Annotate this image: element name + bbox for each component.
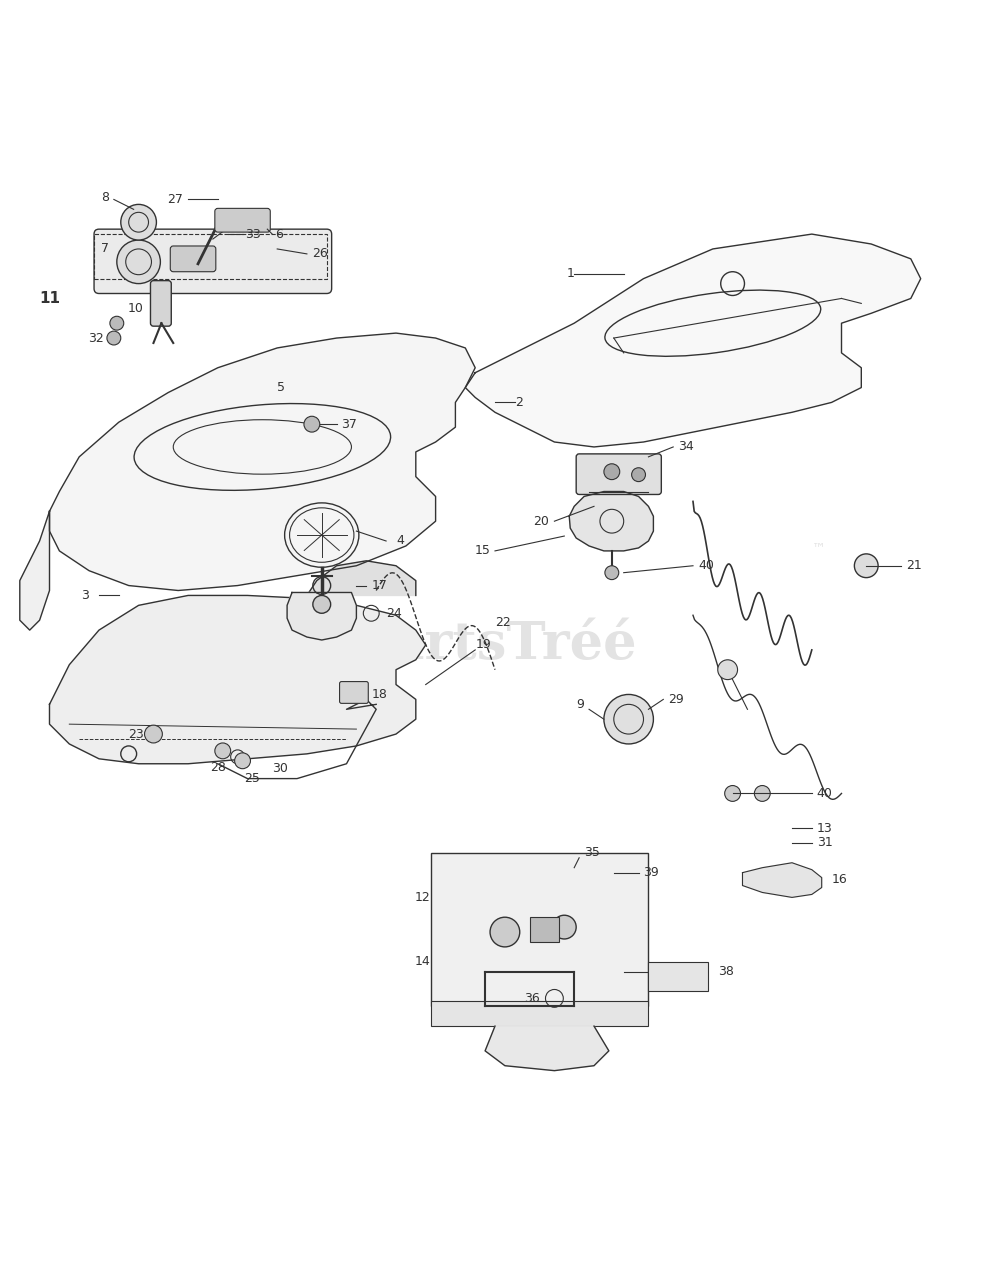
Circle shape — [632, 467, 645, 481]
Polygon shape — [465, 234, 921, 447]
Circle shape — [313, 595, 331, 613]
Circle shape — [215, 742, 231, 759]
Text: 22: 22 — [495, 616, 511, 628]
Text: 32: 32 — [88, 332, 104, 344]
Circle shape — [490, 918, 520, 947]
Text: 36: 36 — [524, 992, 540, 1005]
Text: 28: 28 — [210, 760, 226, 774]
Text: 8: 8 — [101, 191, 109, 204]
Text: 20: 20 — [534, 515, 549, 527]
FancyBboxPatch shape — [94, 229, 332, 293]
Text: 40: 40 — [698, 559, 714, 572]
Circle shape — [107, 332, 121, 346]
FancyBboxPatch shape — [170, 246, 216, 271]
Circle shape — [605, 566, 619, 580]
Text: 10: 10 — [128, 302, 144, 315]
Text: 5: 5 — [277, 381, 285, 394]
Text: 31: 31 — [817, 836, 833, 850]
FancyBboxPatch shape — [530, 918, 559, 942]
Text: 15: 15 — [474, 544, 490, 557]
Circle shape — [235, 753, 250, 769]
Text: 24: 24 — [386, 607, 402, 620]
Text: 25: 25 — [245, 772, 260, 785]
Polygon shape — [485, 1027, 609, 1070]
Circle shape — [604, 695, 653, 744]
Text: 14: 14 — [415, 955, 431, 968]
Circle shape — [718, 659, 738, 680]
Text: 7: 7 — [101, 242, 109, 256]
Circle shape — [121, 205, 156, 241]
Text: PartsTréé: PartsTréé — [352, 620, 638, 671]
Circle shape — [725, 786, 741, 801]
Polygon shape — [742, 863, 822, 897]
Circle shape — [854, 554, 878, 577]
Text: ™: ™ — [812, 541, 826, 556]
Text: 30: 30 — [272, 762, 288, 776]
Text: 27: 27 — [167, 193, 183, 206]
Polygon shape — [50, 595, 426, 764]
Polygon shape — [50, 333, 475, 590]
Circle shape — [117, 241, 160, 284]
FancyBboxPatch shape — [215, 209, 270, 232]
Circle shape — [552, 915, 576, 940]
Circle shape — [145, 726, 162, 742]
Text: 6: 6 — [275, 228, 283, 241]
Polygon shape — [307, 561, 416, 595]
Text: 2: 2 — [515, 396, 523, 408]
Circle shape — [754, 786, 770, 801]
Polygon shape — [20, 511, 50, 630]
FancyBboxPatch shape — [150, 280, 171, 326]
Text: 9: 9 — [576, 698, 584, 710]
Text: 39: 39 — [644, 867, 659, 879]
Text: 40: 40 — [817, 787, 833, 800]
Text: 3: 3 — [81, 589, 89, 602]
Text: 18: 18 — [371, 687, 387, 701]
Text: 38: 38 — [718, 965, 734, 978]
Text: 35: 35 — [584, 846, 600, 859]
Text: 11: 11 — [40, 291, 60, 306]
Circle shape — [604, 463, 620, 480]
Circle shape — [304, 416, 320, 433]
Polygon shape — [287, 593, 356, 640]
FancyBboxPatch shape — [431, 1001, 648, 1027]
Text: 29: 29 — [668, 692, 684, 705]
Polygon shape — [569, 492, 653, 550]
Text: 26: 26 — [312, 247, 328, 260]
Text: 19: 19 — [475, 639, 491, 652]
Text: 23: 23 — [128, 727, 144, 741]
Text: 33: 33 — [246, 228, 261, 241]
Text: 17: 17 — [371, 579, 387, 593]
Text: 4: 4 — [396, 535, 404, 548]
FancyBboxPatch shape — [576, 454, 661, 494]
Text: 12: 12 — [415, 891, 431, 904]
Text: 1: 1 — [566, 268, 574, 280]
Text: 21: 21 — [906, 559, 922, 572]
Text: 16: 16 — [832, 873, 847, 886]
Text: 37: 37 — [342, 417, 357, 430]
FancyBboxPatch shape — [648, 961, 708, 992]
FancyBboxPatch shape — [340, 681, 368, 703]
FancyBboxPatch shape — [431, 852, 648, 1006]
Circle shape — [110, 316, 124, 330]
Text: 13: 13 — [817, 822, 833, 835]
Text: 34: 34 — [678, 440, 694, 453]
